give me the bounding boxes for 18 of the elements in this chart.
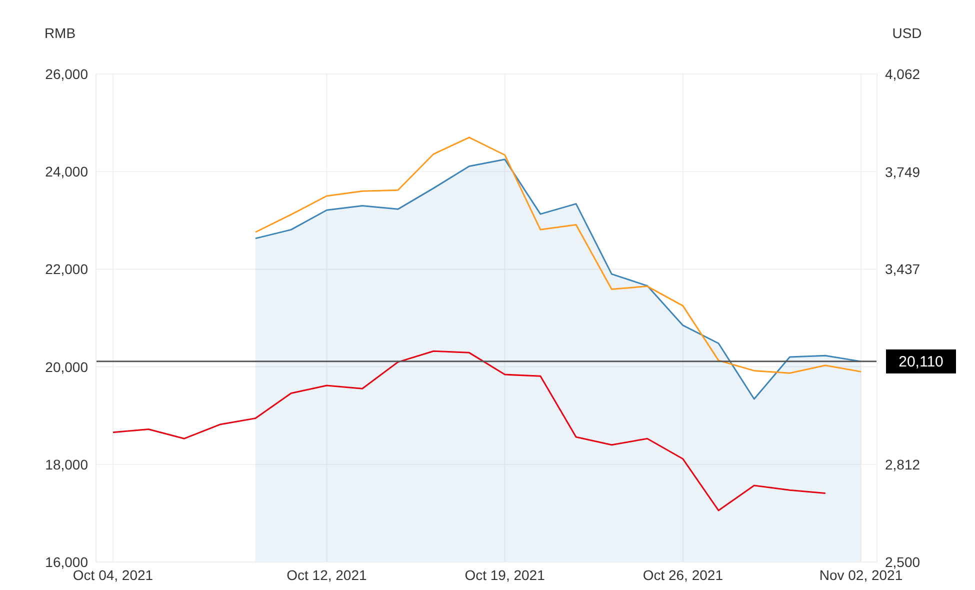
y-tick-label: 24,000 bbox=[45, 164, 88, 180]
x-tick-label: Oct 26, 2021 bbox=[642, 566, 724, 583]
y-tick-label: 22,000 bbox=[45, 261, 88, 278]
y-tick-label: 18,000 bbox=[45, 456, 88, 472]
y-tick-label: 20,000 bbox=[45, 358, 88, 375]
y-tick-label: 26,000 bbox=[45, 66, 88, 82]
x-tick-label: Oct 12, 2021 bbox=[286, 566, 368, 583]
x-tick-label: Oct 19, 2021 bbox=[464, 566, 546, 583]
y2-tick-label: 4,062 bbox=[885, 66, 920, 82]
y2-tick-label: 2,812 bbox=[885, 456, 920, 472]
y2-axis-title: USD bbox=[892, 25, 922, 41]
y2-tick-label: 3,437 bbox=[885, 261, 920, 278]
y2-tick-label: 3,749 bbox=[885, 164, 920, 180]
line-series bbox=[112, 350, 826, 512]
line-series bbox=[254, 136, 862, 374]
y2-tick-label: 2,500 bbox=[885, 554, 920, 570]
y-axis-title: RMB bbox=[44, 25, 76, 41]
ref-line-label: 20,110 bbox=[898, 353, 944, 370]
